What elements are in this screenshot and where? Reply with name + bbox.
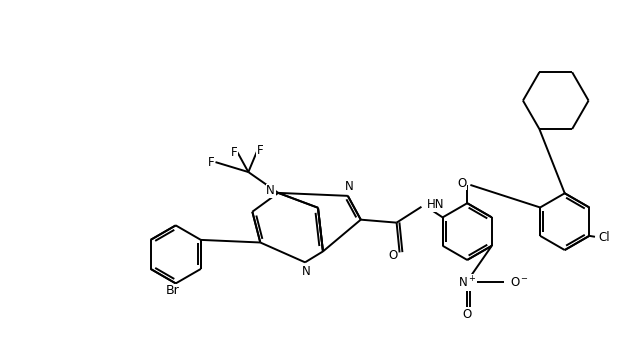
Text: O: O — [458, 177, 467, 189]
Text: Br: Br — [165, 284, 179, 298]
Text: F: F — [257, 144, 264, 157]
Text: F: F — [208, 156, 214, 169]
Text: N: N — [266, 184, 275, 198]
Text: N: N — [302, 265, 311, 278]
Text: $\mathregular{N^+}$: $\mathregular{N^+}$ — [458, 275, 477, 290]
Text: N: N — [346, 180, 354, 193]
Text: O: O — [463, 308, 472, 320]
Text: HN: HN — [427, 198, 444, 211]
Text: $\mathregular{O^-}$: $\mathregular{O^-}$ — [510, 276, 529, 289]
Text: F: F — [231, 146, 238, 159]
Text: Cl: Cl — [598, 231, 611, 244]
Text: O: O — [389, 249, 398, 262]
